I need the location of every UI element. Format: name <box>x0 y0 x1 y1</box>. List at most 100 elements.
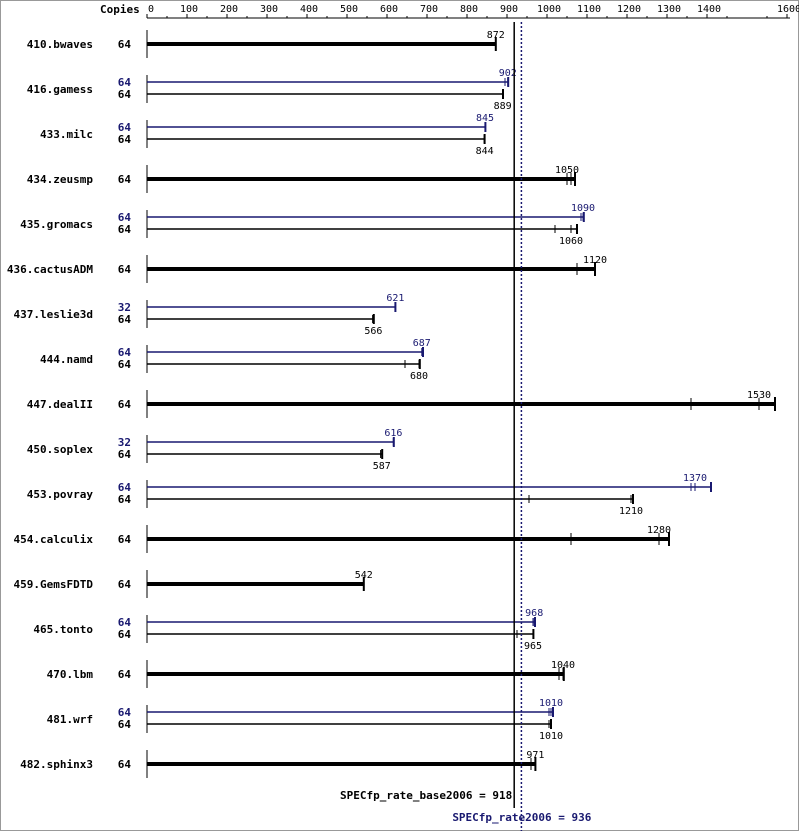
benchmark-row: 437.leslie3d 32 621 64 566 <box>14 293 405 337</box>
benchmark-rows: 410.bwaves 64872416.gamess6490264889433.m… <box>7 30 776 778</box>
benchmark-row: 433.milc 64 845 64 844 <box>40 113 494 157</box>
peak-copies: 64 <box>118 481 132 494</box>
benchmark-row: 459.GemsFDTD 64 542 <box>14 570 373 598</box>
benchmark-row: 470.lbm 64 1040 <box>47 660 575 688</box>
axis-tick-label: 300 <box>260 4 278 15</box>
base-copies: 64 <box>118 448 132 461</box>
base-copies: 64 <box>118 493 132 506</box>
benchmark-name: 434.zeusmp <box>27 173 94 186</box>
axis-tick-label: 400 <box>300 4 318 15</box>
peak-copies: 64 <box>118 616 132 629</box>
peak-copies: 64 <box>118 346 132 359</box>
benchmark-row: 482.sphinx3 64 971 <box>20 750 544 778</box>
base-copies: 64 <box>118 38 132 51</box>
base-copies: 64 <box>118 223 132 236</box>
base-value-label: 1010 <box>539 731 563 742</box>
base-copies: 64 <box>118 88 132 101</box>
base-value-label: 1210 <box>619 506 643 517</box>
reference-lines: SPECfp_rate_base2006 = 918 SPECfp_rate200… <box>340 22 592 831</box>
peak-value-label: 902 <box>499 68 517 79</box>
benchmark-name: 437.leslie3d <box>14 308 93 321</box>
peak-copies: 64 <box>118 121 132 134</box>
base-value-label: 680 <box>410 371 428 382</box>
copies-header: Copies <box>100 3 140 16</box>
base-copies: 64 <box>118 668 132 681</box>
base-value-label: 1120 <box>583 255 607 266</box>
base-value-label: 566 <box>364 326 382 337</box>
axis-tick-label: 500 <box>340 4 358 15</box>
axis-ticks: 0 100 200 300 400 500 600 700 800 900 1000 1100 1200… <box>146 4 799 18</box>
peak-value-label: 1010 <box>539 698 563 709</box>
peak-value-label: 616 <box>384 428 402 439</box>
base-value-label: 542 <box>355 570 373 581</box>
benchmark-name: 454.calculix <box>14 533 94 546</box>
benchmark-name: 453.povray <box>27 488 94 501</box>
benchmark-name: 447.dealII <box>27 398 93 411</box>
base-value-label: 1530 <box>747 390 771 401</box>
base-value-label: 965 <box>524 641 542 652</box>
benchmark-row: 410.bwaves 64 872 <box>27 30 505 58</box>
benchmark-name: 459.GemsFDTD <box>14 578 94 591</box>
peak-copies: 64 <box>118 76 132 89</box>
benchmark-row: 434.zeusmp 64 1050 <box>27 165 579 193</box>
peak-summary-label: SPECfp_rate2006 = 936 <box>452 811 591 824</box>
peak-value-label: 1090 <box>571 203 595 214</box>
base-value-label: 844 <box>476 146 494 157</box>
benchmark-name: 482.sphinx3 <box>20 758 93 771</box>
base-value-label: 1060 <box>559 236 583 247</box>
peak-value-label: 687 <box>413 338 431 349</box>
axis-tick-label: 600 <box>380 4 398 15</box>
base-summary-label: SPECfp_rate_base2006 = 918 <box>340 789 512 802</box>
base-value-label: 587 <box>373 461 391 472</box>
benchmark-name: 410.bwaves <box>27 38 93 51</box>
benchmark-row: 444.namd 64 687 64 680 <box>40 338 431 382</box>
base-copies: 64 <box>118 313 132 326</box>
peak-copies: 32 <box>118 301 131 314</box>
base-value-label: 889 <box>494 101 512 112</box>
base-copies: 64 <box>118 263 132 276</box>
peak-value-label: 1370 <box>683 473 707 484</box>
peak-value-label: 845 <box>476 113 494 124</box>
base-value-label: 872 <box>487 30 505 41</box>
peak-value-label: 968 <box>525 608 543 619</box>
axis-tick-label: 700 <box>420 4 438 15</box>
benchmark-name: 470.lbm <box>47 668 94 681</box>
benchmark-row: 465.tonto 64 968 64 965 <box>33 608 543 652</box>
peak-copies: 64 <box>118 211 132 224</box>
base-copies: 64 <box>118 758 132 771</box>
axis-tick-label: 100 <box>180 4 198 15</box>
benchmark-name: 481.wrf <box>47 713 93 726</box>
axis-tick-label: 800 <box>460 4 478 15</box>
benchmark-row: 454.calculix 64 1280 <box>14 525 671 553</box>
base-copies: 64 <box>118 133 132 146</box>
axis-tick-label: 1100 <box>577 4 601 15</box>
base-value-label: 1040 <box>551 660 575 671</box>
base-copies: 64 <box>118 628 132 641</box>
benchmark-name: 435.gromacs <box>20 218 93 231</box>
peak-copies: 64 <box>118 706 132 719</box>
benchmark-name: 433.milc <box>40 128 93 141</box>
benchmark-name: 436.cactusADM <box>7 263 93 276</box>
base-value-label: 1280 <box>647 525 671 536</box>
benchmark-name: 465.tonto <box>33 623 93 636</box>
base-copies: 64 <box>118 718 132 731</box>
benchmark-name: 444.namd <box>40 353 93 366</box>
axis-tick-label: 200 <box>220 4 238 15</box>
peak-copies: 32 <box>118 436 131 449</box>
benchmark-row: 450.soplex 32 616 64 587 <box>27 428 403 472</box>
benchmark-row: 436.cactusADM 64 1120 <box>7 255 607 283</box>
base-copies: 64 <box>118 398 132 411</box>
peak-value-label: 621 <box>386 293 404 304</box>
axis-tick-label: 1000 <box>537 4 561 15</box>
base-copies: 64 <box>118 578 132 591</box>
axis-tick-label: 1300 <box>657 4 681 15</box>
benchmark-row: 447.dealII 64 1530 <box>27 390 776 418</box>
axis-tick-label: 1400 <box>697 4 721 15</box>
benchmark-name: 416.gamess <box>27 83 93 96</box>
benchmark-row: 453.povray 64 1370 64 1210 <box>27 473 712 517</box>
base-copies: 64 <box>118 533 132 546</box>
base-copies: 64 <box>118 358 132 371</box>
base-copies: 64 <box>118 173 132 186</box>
benchmark-name: 450.soplex <box>27 443 94 456</box>
axis-tick-label: 0 <box>148 4 154 15</box>
